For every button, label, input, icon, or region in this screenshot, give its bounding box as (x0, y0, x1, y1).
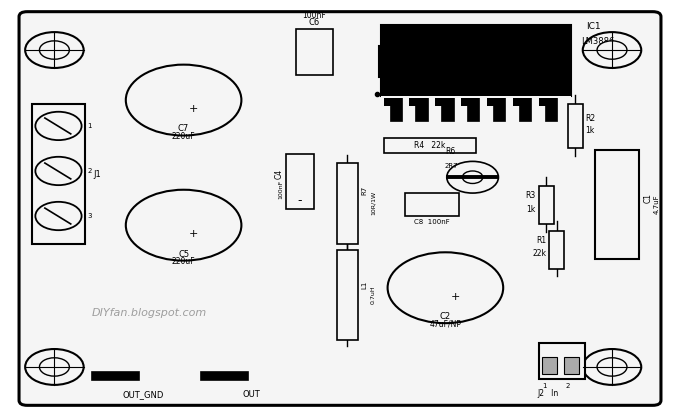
Text: C2: C2 (440, 312, 451, 321)
Text: 2R7: 2R7 (444, 163, 458, 168)
Bar (441, 94, 454, 121)
Circle shape (126, 65, 241, 136)
Bar (493, 94, 505, 121)
Text: 3: 3 (87, 213, 92, 219)
Text: J2   In: J2 In (537, 389, 558, 398)
Bar (201, 372, 248, 380)
Text: 1: 1 (87, 123, 92, 129)
Text: R4   22k: R4 22k (414, 141, 446, 150)
Bar (487, 75, 498, 106)
Bar (545, 94, 557, 121)
Text: 2: 2 (566, 383, 570, 389)
Text: 2: 2 (87, 168, 91, 174)
Text: R2: R2 (585, 114, 596, 123)
Circle shape (39, 358, 69, 376)
Bar (539, 343, 585, 379)
Bar (539, 75, 549, 106)
Bar (337, 250, 358, 340)
Bar (405, 193, 459, 216)
Bar (384, 75, 394, 106)
Text: C6: C6 (309, 18, 320, 27)
Text: R3: R3 (526, 191, 536, 201)
Circle shape (597, 41, 627, 59)
Bar (542, 357, 557, 374)
Circle shape (388, 252, 503, 323)
Text: OUT_GND: OUT_GND (122, 390, 163, 399)
Bar (549, 231, 564, 269)
Bar (467, 94, 479, 121)
Bar (390, 94, 402, 121)
Bar (539, 186, 554, 224)
Circle shape (583, 32, 641, 68)
Text: 1: 1 (543, 383, 547, 389)
Bar (568, 104, 583, 148)
Text: 1k: 1k (526, 205, 536, 214)
Text: 1k: 1k (585, 126, 595, 135)
Text: C7: C7 (178, 124, 189, 133)
Bar (384, 138, 476, 153)
Text: +: + (451, 292, 460, 302)
Text: LM3886: LM3886 (581, 37, 615, 46)
Bar (595, 150, 639, 259)
Bar (337, 163, 358, 244)
Circle shape (25, 32, 84, 68)
Circle shape (35, 112, 82, 140)
Text: R1: R1 (537, 236, 547, 245)
FancyBboxPatch shape (19, 12, 661, 405)
Bar (415, 94, 428, 121)
Bar (381, 25, 571, 96)
Circle shape (447, 161, 498, 193)
Text: C4: C4 (275, 169, 284, 179)
Bar (286, 154, 314, 208)
Bar (381, 96, 571, 98)
Bar (409, 75, 420, 106)
Text: -: - (298, 194, 302, 207)
Text: 22k: 22k (532, 249, 547, 259)
Text: IC1: IC1 (586, 22, 601, 31)
Text: L1: L1 (361, 280, 367, 289)
Circle shape (597, 358, 627, 376)
Text: +: + (189, 229, 199, 239)
Text: C1: C1 (643, 193, 652, 203)
Bar (296, 29, 333, 75)
Bar (32, 104, 85, 244)
Text: 47uF/NP: 47uF/NP (429, 319, 462, 328)
Bar (435, 75, 446, 106)
Text: C8  100nF: C8 100nF (414, 219, 449, 225)
Bar (92, 372, 139, 380)
Circle shape (126, 190, 241, 261)
Text: OUT: OUT (243, 390, 260, 399)
Text: 220uF: 220uF (172, 256, 195, 266)
Text: R7: R7 (361, 186, 367, 196)
Bar (461, 75, 472, 106)
Bar (513, 75, 524, 106)
Text: DIYfan.blogspot.com: DIYfan.blogspot.com (92, 308, 207, 318)
Circle shape (462, 171, 483, 183)
Text: 0.7uH: 0.7uH (371, 286, 375, 304)
Bar (564, 357, 579, 374)
Text: 100nF: 100nF (279, 180, 284, 199)
Circle shape (35, 202, 82, 230)
Text: 100nF: 100nF (303, 11, 326, 20)
Text: 220uF: 220uF (172, 131, 195, 141)
Bar (519, 94, 531, 121)
Circle shape (35, 157, 82, 185)
Text: R6: R6 (445, 147, 456, 156)
Text: C5: C5 (178, 249, 189, 259)
Text: +: + (189, 104, 199, 114)
Circle shape (39, 41, 69, 59)
Circle shape (583, 349, 641, 385)
Text: J1: J1 (93, 170, 101, 178)
Bar (379, 46, 568, 77)
Text: 10R/1W: 10R/1W (371, 191, 375, 215)
Text: 4.7uF: 4.7uF (654, 194, 660, 214)
Circle shape (25, 349, 84, 385)
